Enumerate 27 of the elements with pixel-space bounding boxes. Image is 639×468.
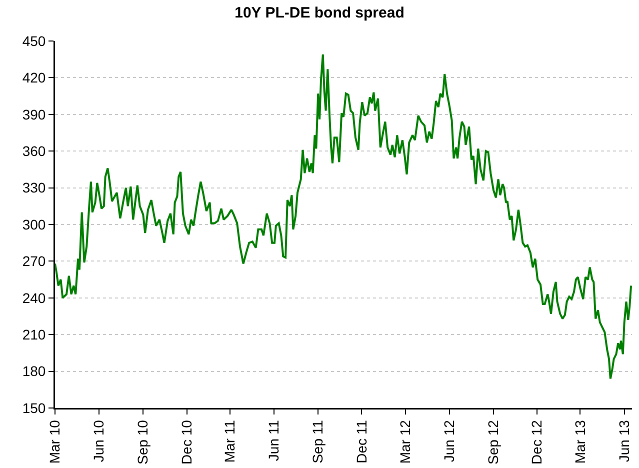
x-tick-label: Mar 11 xyxy=(221,420,238,463)
y-tick-label: 390 xyxy=(22,106,46,122)
x-tick-label: Sep 12 xyxy=(485,420,502,464)
y-tick-label: 150 xyxy=(22,400,46,416)
y-tick-label: 330 xyxy=(22,180,46,196)
y-tick-label: 210 xyxy=(22,326,46,342)
x-tick-label: Jun 10 xyxy=(90,420,107,462)
x-tick-label: Sep 11 xyxy=(310,420,326,464)
y-tick-label: 360 xyxy=(22,143,46,159)
x-tick-label: Sep 10 xyxy=(134,420,151,464)
y-tick-label: 300 xyxy=(22,216,46,232)
x-tick-label: Mar 10 xyxy=(46,420,63,464)
x-tick-label: Jun 11 xyxy=(266,420,282,462)
y-tick-label: 420 xyxy=(22,70,46,86)
x-tick-label: Dec 11 xyxy=(353,420,370,464)
x-tick-label: Jun 12 xyxy=(440,420,457,462)
line-series xyxy=(55,53,632,380)
x-tick-label: Jun 13 xyxy=(616,420,632,462)
x-tick-label: Mar 13 xyxy=(572,420,588,464)
y-tick-label: 180 xyxy=(22,363,46,380)
y-tick-label: 450 xyxy=(22,32,46,49)
chart-title: 10Y PL-DE bond spread xyxy=(234,4,404,22)
y-tick-label: 270 xyxy=(22,253,46,270)
y-tick-label: 240 xyxy=(22,290,46,306)
x-tick-label: Dec 10 xyxy=(178,420,194,464)
x-tick-label: Dec 12 xyxy=(528,420,545,464)
x-tick-label: Mar 12 xyxy=(396,420,413,464)
